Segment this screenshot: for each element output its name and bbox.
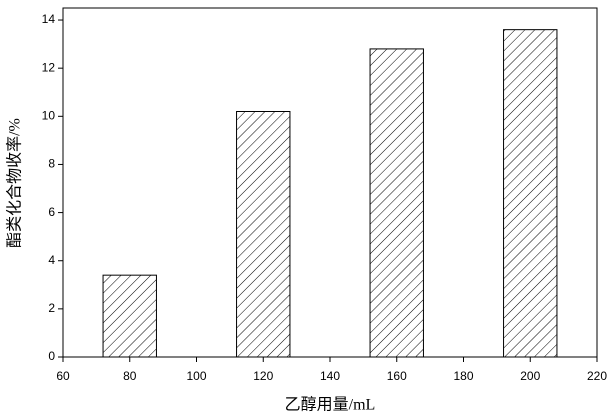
y-tick-label: 8 (48, 157, 55, 171)
bar (504, 30, 557, 357)
x-tick-label: 60 (56, 369, 70, 383)
bar (370, 49, 423, 357)
bar (237, 111, 290, 357)
x-tick-label: 80 (123, 369, 137, 383)
y-axis-title: 酯类化合物收率/% (6, 118, 24, 248)
y-tick-label: 14 (42, 12, 56, 26)
y-tick-label: 10 (42, 108, 56, 122)
x-tick-label: 160 (387, 369, 407, 383)
chart: 乙醇用量/mL 酯类化合物收率/% 0 2 4 6 8 10 12 14 60 80 100 120 1… (0, 0, 612, 418)
y-tick-label: 0 (48, 349, 55, 363)
bar (103, 275, 156, 357)
x-tick-label: 200 (520, 369, 540, 383)
y-tick-label: 2 (48, 301, 55, 315)
x-tick-label: 180 (453, 369, 473, 383)
y-tick-label: 12 (42, 60, 56, 74)
x-axis-title: 乙醇用量/mL (285, 396, 376, 414)
x-tick-label: 120 (253, 369, 273, 383)
y-tick-label: 6 (48, 205, 55, 219)
y-tick-label: 4 (48, 253, 55, 267)
x-tick-label: 100 (186, 369, 206, 383)
x-tick-label: 220 (587, 369, 607, 383)
x-tick-label: 140 (320, 369, 340, 383)
